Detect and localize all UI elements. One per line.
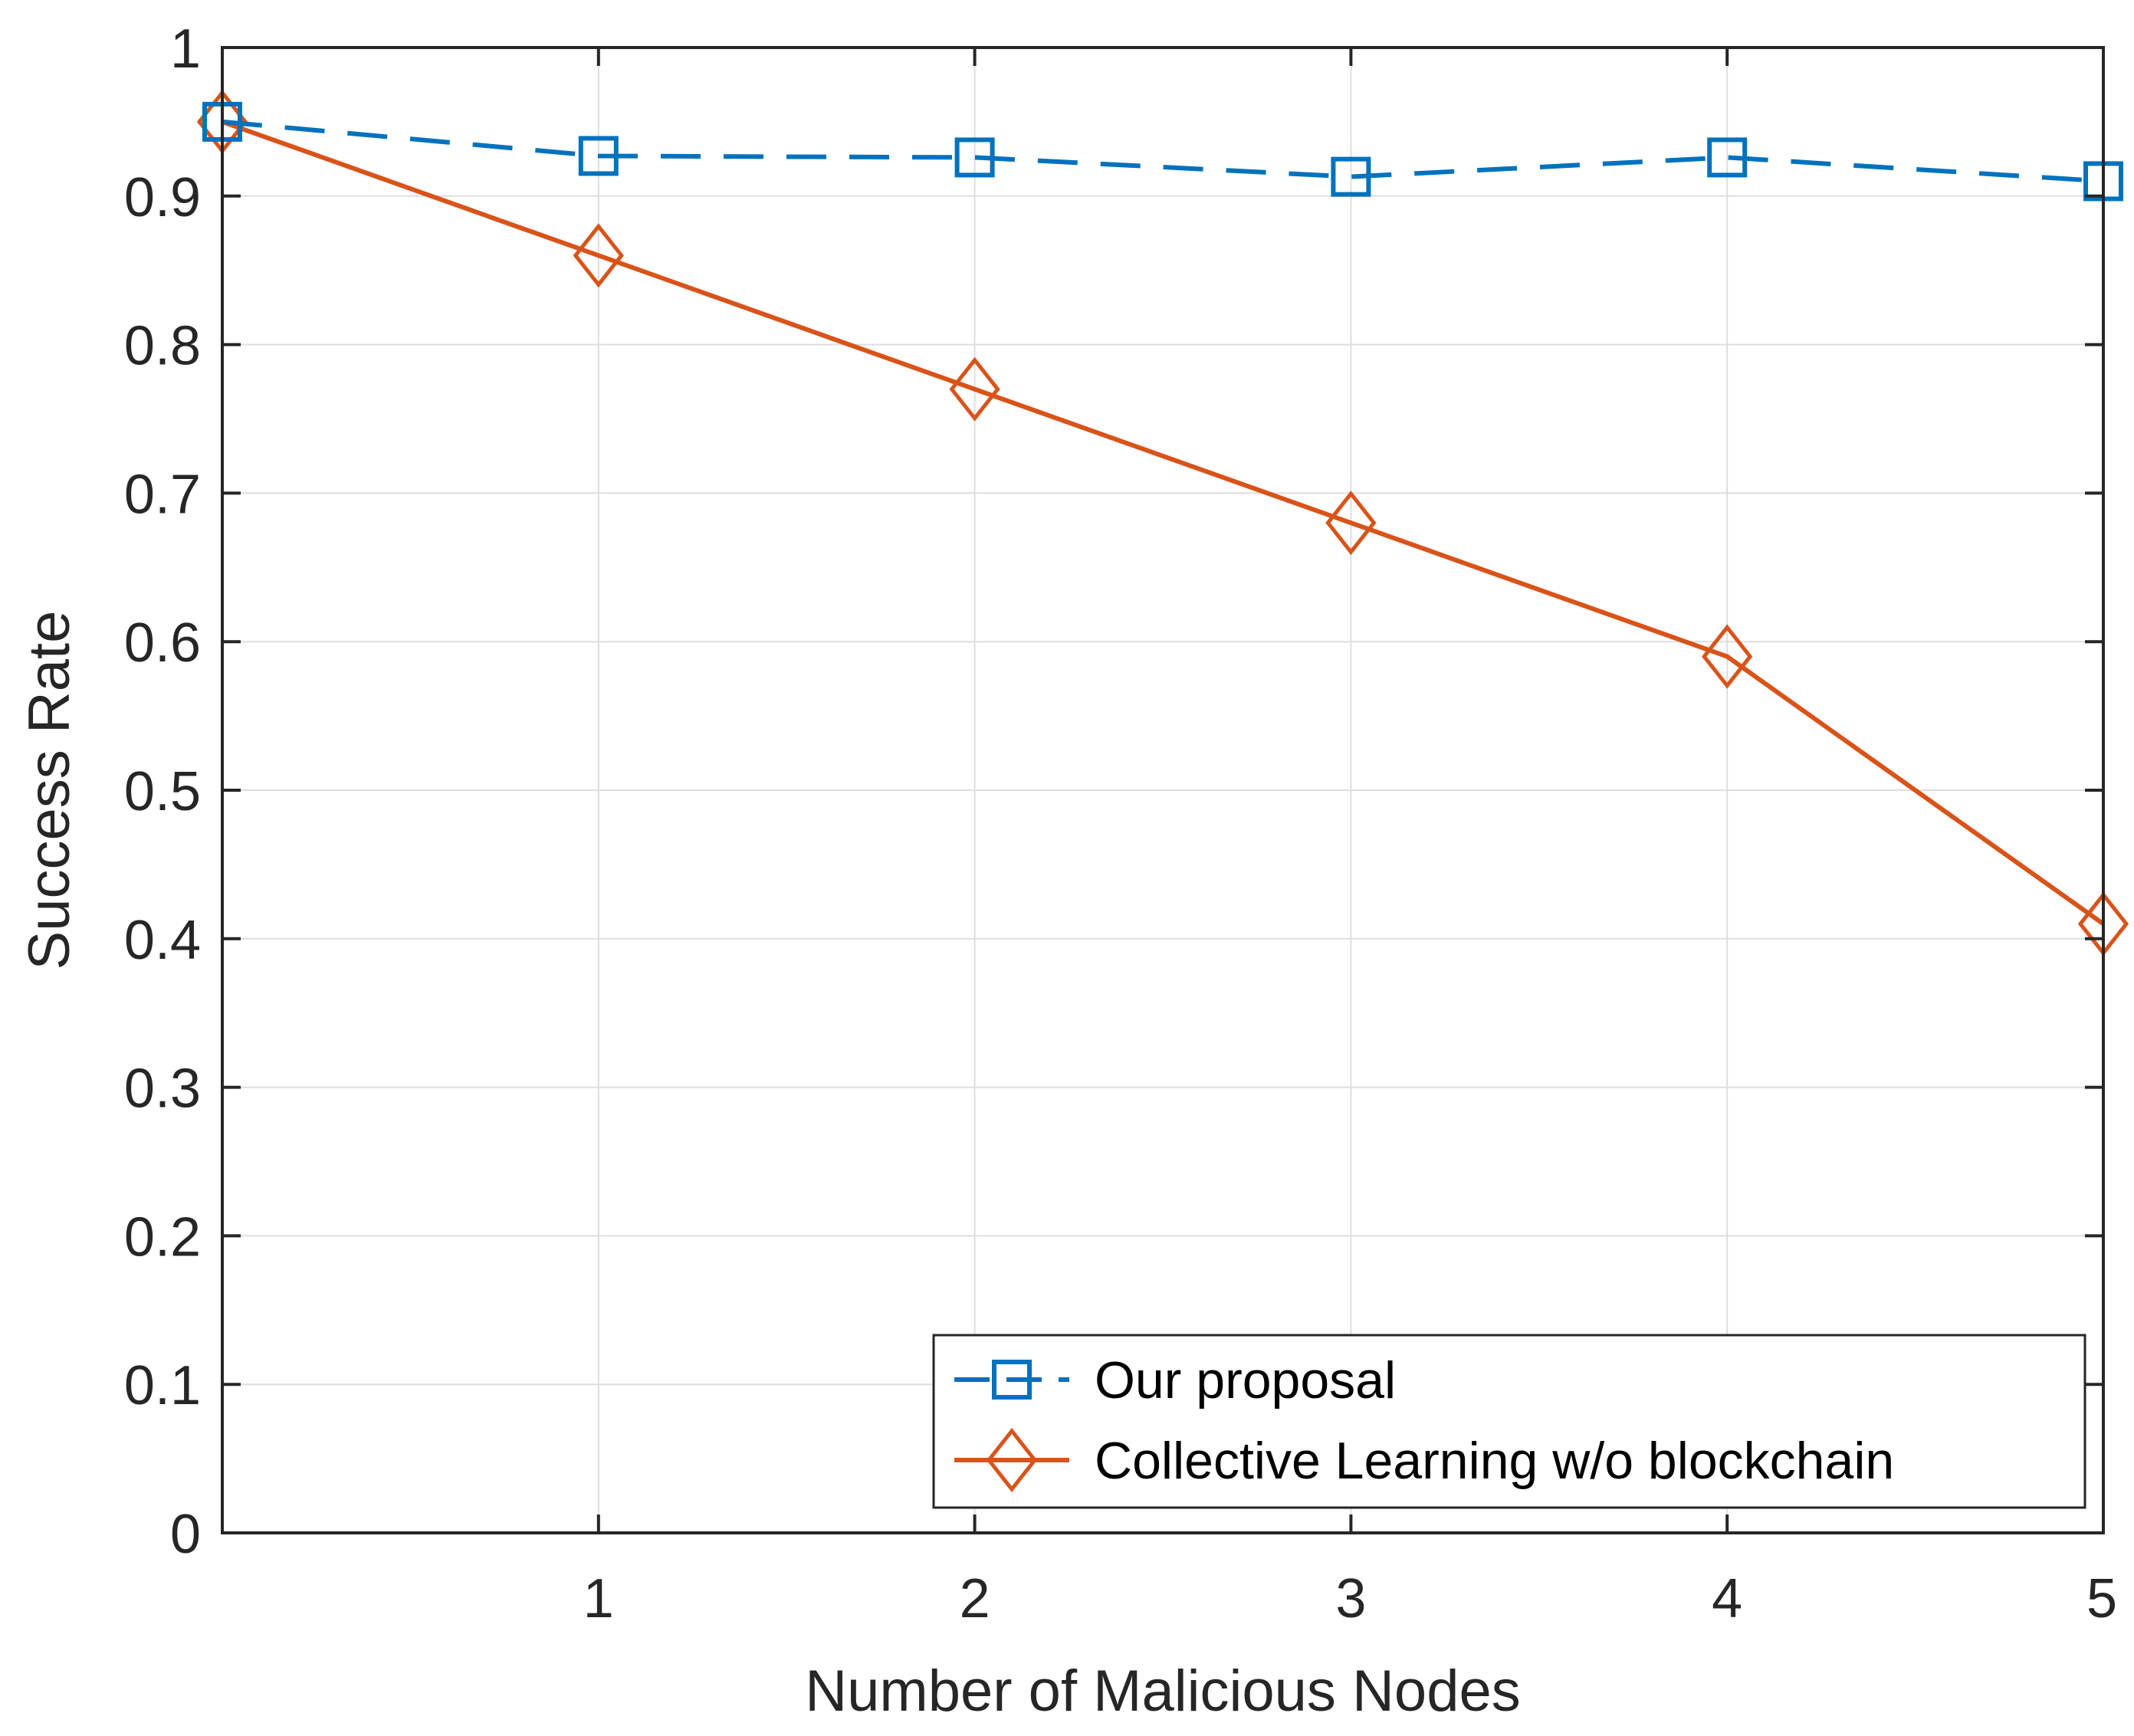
legend: Our proposal Collective Learning w/o bloc…	[932, 1334, 2086, 1509]
legend-label: Collective Learning w/o blockchain	[1095, 1432, 1894, 1490]
data-point-square	[1707, 137, 1748, 178]
legend-marker-square	[992, 1360, 1032, 1400]
x-tick-label: 1	[583, 1568, 614, 1629]
x-axis-label: Number of Malicious Nodes	[805, 1659, 1521, 1724]
y-tick-label: 0	[170, 1504, 201, 1565]
y-tick-label: 0.2	[124, 1206, 201, 1268]
series-layer	[196, 89, 2129, 957]
y-tick-label: 0.9	[124, 167, 201, 228]
y-tick-label: 0.7	[124, 464, 201, 525]
x-tick-label: 3	[1335, 1568, 1366, 1629]
legend-label: Our proposal	[1095, 1351, 1396, 1409]
legend-item: Collective Learning w/o blockchain	[954, 1427, 1894, 1493]
data-point-square	[954, 137, 995, 178]
x-tick-label: 4	[1712, 1568, 1742, 1629]
legend-marker-diamond	[986, 1427, 1038, 1493]
data-point-diamond	[1325, 491, 1377, 556]
y-axis-label: Success Rate	[17, 611, 82, 970]
x-tick-label: 5	[2086, 1568, 2117, 1629]
tick-layer	[222, 46, 2105, 1534]
series-line	[221, 120, 2105, 926]
y-tick-label: 1	[170, 18, 201, 80]
y-tick-label: 0.3	[124, 1058, 201, 1120]
legend-box	[932, 1334, 2086, 1509]
data-point-square	[1331, 156, 1371, 197]
x-tick-label: 2	[960, 1568, 990, 1629]
legend-item: Our proposal	[954, 1351, 1396, 1409]
y-tick-label: 0.4	[124, 910, 201, 971]
data-point-diamond	[1702, 624, 1753, 689]
y-tick-label: 0.8	[124, 316, 201, 377]
y-tick-label: 0.6	[124, 612, 201, 674]
y-tick-label: 0.5	[124, 761, 201, 822]
series-line	[222, 119, 2104, 184]
data-point-square	[578, 136, 619, 176]
data-point-diamond	[573, 223, 624, 288]
tick-label-layer: 1 2 3 4 5 0 0.1 0.2 0.3 0.4 0.5 0.6 0.7 0.8 0.9 1	[124, 18, 2117, 1629]
y-tick-label: 0.1	[124, 1355, 201, 1416]
data-point-diamond	[949, 356, 1000, 422]
